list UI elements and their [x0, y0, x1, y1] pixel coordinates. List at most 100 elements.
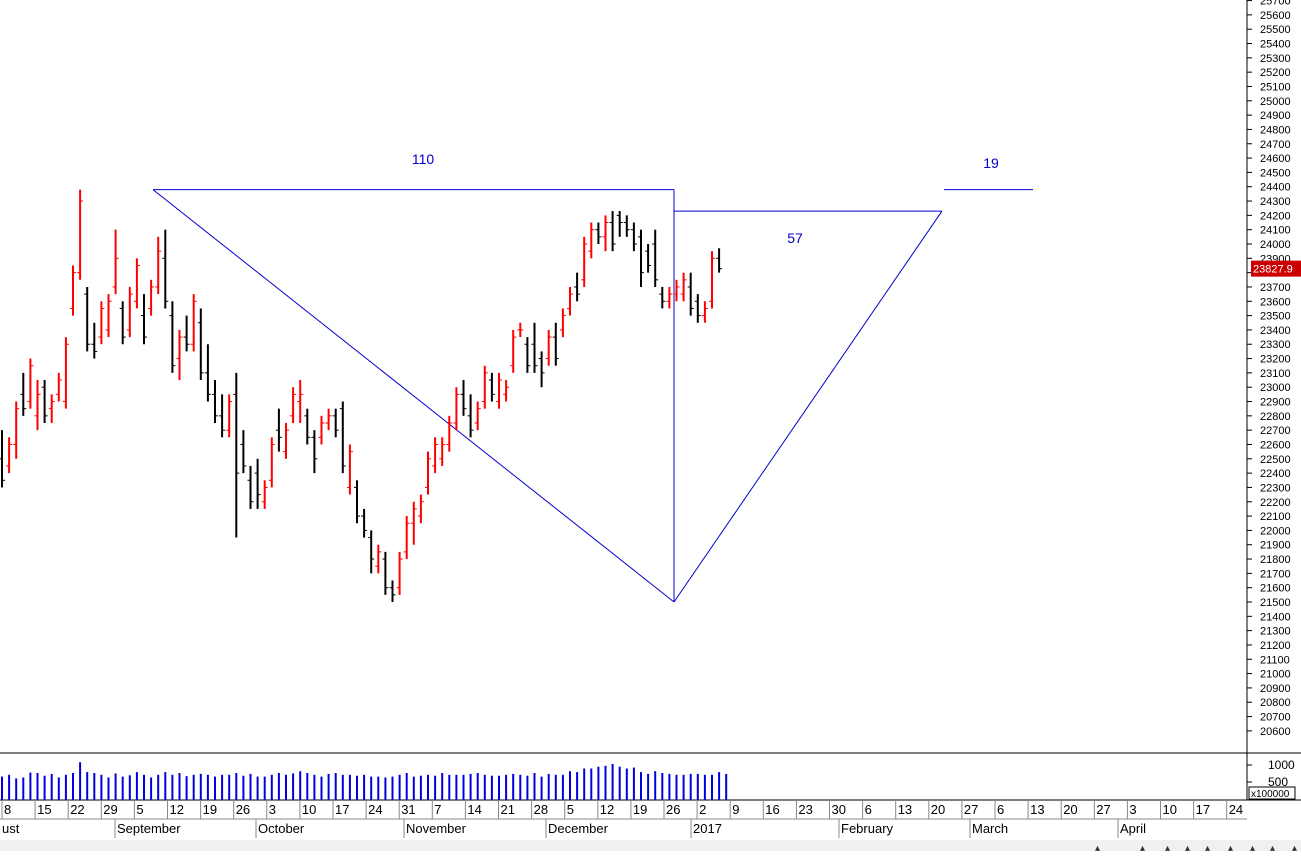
ohlc-bar [474, 401, 481, 431]
ohlc-bar [460, 380, 467, 416]
day-tick-label: 5 [567, 802, 574, 817]
day-tick-label: 6 [997, 802, 1004, 817]
ohlc-bar [453, 387, 460, 431]
ohlc-bar [254, 458, 261, 509]
price-tick-label: 21600 [1260, 583, 1291, 595]
ohlc-bar [346, 444, 353, 495]
month-tick-label: September [117, 821, 181, 836]
price-tick-label: 24500 [1260, 167, 1291, 179]
trendlines [152, 189, 1033, 603]
price-tick-label: 20800 [1260, 697, 1291, 709]
ohlc-bar [567, 286, 573, 316]
day-tick-label: 5 [136, 802, 143, 817]
price-tick-label: 21800 [1260, 554, 1291, 566]
day-tick-label: 29 [103, 802, 117, 817]
day-tick-label: 6 [865, 802, 872, 817]
scrollbar-control-icon: ▴ [1165, 843, 1170, 851]
ohlc-bar [701, 301, 708, 323]
ohlc-bar [609, 211, 616, 252]
date-axis: 8 15 22 29 5 12 19 26 3 10 17 24 31 7 14 21 28 5 12 19 26 2 9 1… [1, 800, 1243, 838]
ohlc-bar [694, 294, 701, 323]
day-tick-label: 12 [170, 802, 184, 817]
price-tick-label: 25300 [1260, 53, 1291, 65]
month-tick-label: ust [2, 821, 20, 836]
day-tick-label: 14 [467, 802, 481, 817]
month-tick-label: October [258, 821, 305, 836]
price-tick-label: 25000 [1260, 96, 1291, 108]
scrollbar: ▴ ▴ ▴ ▴ ▴ ▴ ▴ ▴ ▴ [0, 840, 1301, 854]
volume-multiplier-label: x100000 [1251, 789, 1290, 800]
ohlc-bar [538, 351, 545, 388]
ohlc-bar [339, 401, 346, 474]
ohlc-bar [204, 344, 211, 402]
day-tick-label: 24 [368, 802, 382, 817]
ohlc-bar [226, 394, 233, 438]
day-tick-label: 13 [1030, 802, 1044, 817]
day-tick-label: 8 [4, 802, 11, 817]
ohlc-bar [425, 451, 431, 495]
ohlc-bar [283, 423, 289, 459]
price-tick-label: 22300 [1260, 482, 1291, 494]
ohlc-bar [396, 551, 403, 595]
ohlc-bar [148, 279, 155, 316]
price-tick-label: 21000 [1260, 669, 1291, 681]
day-tick-label: 17 [1196, 802, 1210, 817]
price-tick-label: 24900 [1260, 110, 1291, 122]
ohlc-bar [559, 308, 566, 338]
price-tick-label: 24400 [1260, 182, 1291, 194]
ohlc-bar [133, 258, 140, 309]
ohlc-bar [318, 415, 325, 445]
ohlc-bar [34, 380, 41, 431]
ohlc-bar [524, 337, 531, 373]
ohlc-bar [126, 286, 133, 338]
day-tick-label: 23 [798, 802, 812, 817]
price-tick-label: 20700 [1260, 712, 1291, 724]
day-tick-label: 13 [898, 802, 912, 817]
scrollbar-control-icon: ▴ [1185, 843, 1190, 851]
price-tick-label: 21100 [1260, 654, 1290, 666]
ohlc-bar [616, 211, 623, 237]
ohlc-bar [581, 236, 588, 287]
day-tick-label: 31 [401, 802, 415, 817]
volume-tick-label: 500 [1268, 775, 1288, 789]
ohlc-bar [27, 358, 34, 409]
ohlc-bar [389, 580, 396, 602]
ohlc-bar [162, 229, 169, 309]
ohlc-bar [311, 430, 318, 474]
ohlc-bar [6, 437, 13, 474]
price-tick-label: 21900 [1260, 540, 1291, 552]
day-tick-label: 9 [732, 802, 739, 817]
ohlc-bar [77, 189, 84, 280]
ohlc-bar [595, 222, 602, 244]
ohlc-bar [268, 437, 275, 488]
annotations: 110 57 19 [412, 151, 999, 246]
ohlc-bar [219, 394, 226, 438]
month-tick-label: November [406, 821, 467, 836]
ohlc-bar [488, 372, 495, 402]
horizontal-scrollbar[interactable] [0, 840, 1301, 851]
day-tick-label: 16 [765, 802, 779, 817]
day-tick-label: 26 [666, 802, 680, 817]
volume-multiplier-box [1248, 786, 1296, 800]
ohlc-bar [602, 215, 609, 252]
scrollbar-control-icon: ▴ [1095, 843, 1100, 851]
day-tick-label: 21 [501, 802, 515, 817]
ohlc-bar [41, 380, 48, 423]
chart-frame [0, 0, 1301, 820]
ohlc-bar [119, 301, 126, 345]
ohlc-bar [98, 301, 105, 345]
ohlc-bar [13, 401, 20, 459]
price-tick-label: 25600 [1260, 10, 1291, 22]
scrollbar-control-icon: ▴ [1140, 843, 1145, 851]
ohlc-bar [375, 544, 382, 574]
price-tick-label: 20900 [1260, 683, 1291, 695]
ohlc-bar [304, 408, 311, 445]
volume-tick-label: 1000 [1268, 758, 1295, 772]
day-tick-label: 12 [600, 802, 614, 817]
price-tick-label: 22800 [1260, 411, 1291, 423]
volume-bars [1, 762, 728, 800]
price-tick-label: 25100 [1260, 81, 1291, 93]
